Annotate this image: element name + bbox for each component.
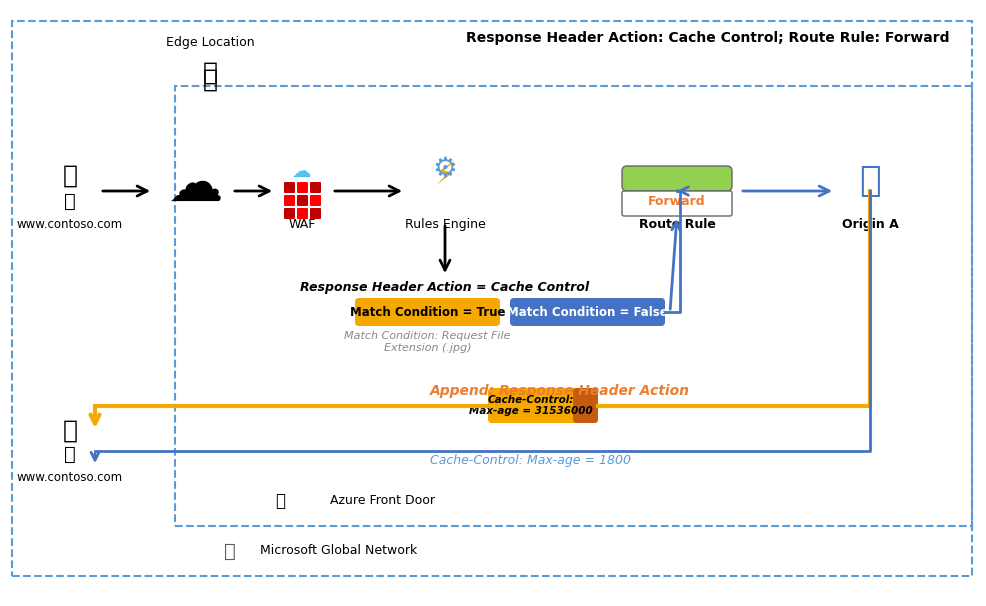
Text: Edge Location: Edge Location (166, 36, 254, 49)
Text: Cache-Control: Max-age = 1800: Cache-Control: Max-age = 1800 (430, 454, 630, 467)
Text: Origin A: Origin A (842, 218, 898, 231)
FancyBboxPatch shape (310, 182, 321, 193)
Text: 🖥: 🖥 (64, 191, 76, 210)
FancyBboxPatch shape (488, 388, 598, 423)
Text: ☁: ☁ (292, 162, 312, 181)
Text: www.contoso.com: www.contoso.com (17, 471, 123, 484)
Text: Rules Engine: Rules Engine (404, 218, 485, 231)
Text: ⚙: ⚙ (433, 155, 458, 183)
Text: 🔷: 🔷 (275, 492, 285, 510)
Text: 🗄: 🗄 (859, 164, 880, 198)
FancyBboxPatch shape (310, 195, 321, 206)
Text: WAF: WAF (288, 218, 316, 231)
FancyBboxPatch shape (297, 208, 308, 219)
Text: Route Rule: Route Rule (639, 218, 716, 231)
FancyBboxPatch shape (510, 298, 665, 326)
FancyBboxPatch shape (573, 388, 598, 423)
FancyBboxPatch shape (284, 182, 295, 193)
FancyBboxPatch shape (297, 182, 308, 193)
FancyBboxPatch shape (310, 208, 321, 219)
Text: 🌐: 🌐 (202, 68, 218, 92)
FancyBboxPatch shape (622, 166, 732, 191)
Text: Append: Response Header Action: Append: Response Header Action (430, 384, 690, 398)
FancyBboxPatch shape (355, 298, 500, 326)
Text: Match Condition = True: Match Condition = True (350, 305, 505, 319)
FancyBboxPatch shape (297, 195, 308, 206)
Text: 🖥: 🖥 (64, 444, 76, 464)
Text: ⚡: ⚡ (434, 162, 456, 190)
Text: 👥: 👥 (62, 164, 78, 188)
FancyBboxPatch shape (622, 191, 732, 216)
Text: www.contoso.com: www.contoso.com (17, 218, 123, 231)
Text: Azure Front Door: Azure Front Door (330, 494, 435, 507)
Text: Forward: Forward (648, 195, 706, 208)
Text: Response Header Action: Cache Control; Route Rule: Forward: Response Header Action: Cache Control; R… (466, 31, 950, 45)
Text: Response Header Action = Cache Control: Response Header Action = Cache Control (301, 281, 590, 294)
FancyBboxPatch shape (284, 208, 295, 219)
Text: Cache-Control:
Max-age = 31536000: Cache-Control: Max-age = 31536000 (468, 395, 593, 416)
Text: Match Condition: Request File
Extension (.jpg): Match Condition: Request File Extension … (344, 331, 511, 353)
Text: 🕸: 🕸 (224, 542, 236, 561)
FancyBboxPatch shape (284, 195, 295, 206)
Text: ☁: ☁ (168, 159, 223, 213)
Text: 👥: 👥 (62, 419, 78, 443)
Text: 📍: 📍 (202, 61, 218, 85)
Text: Microsoft Global Network: Microsoft Global Network (260, 545, 417, 558)
Text: Match Condition = False: Match Condition = False (507, 305, 668, 319)
